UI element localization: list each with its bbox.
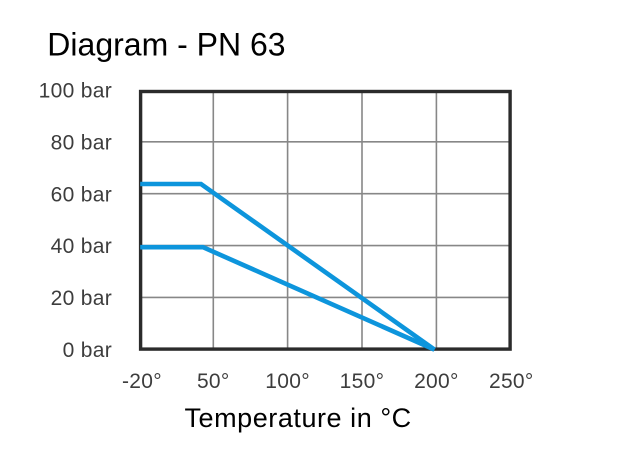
- svg-text:Diagram - PN 63: Diagram - PN 63: [47, 27, 285, 63]
- svg-text:50°: 50°: [197, 370, 230, 393]
- svg-text:20 bar: 20 bar: [51, 287, 112, 310]
- svg-text:250°: 250°: [489, 370, 534, 393]
- svg-text:200°: 200°: [414, 370, 459, 393]
- svg-text:40 bar: 40 bar: [51, 235, 112, 258]
- svg-text:-20°: -20°: [122, 370, 162, 393]
- svg-text:Temperature in °C: Temperature in °C: [185, 403, 412, 433]
- svg-text:100 bar: 100 bar: [39, 80, 112, 103]
- svg-text:100°: 100°: [265, 370, 310, 393]
- svg-text:0 bar: 0 bar: [63, 339, 112, 362]
- svg-text:80 bar: 80 bar: [51, 132, 112, 155]
- svg-text:150°: 150°: [340, 370, 385, 393]
- svg-text:60 bar: 60 bar: [51, 183, 112, 206]
